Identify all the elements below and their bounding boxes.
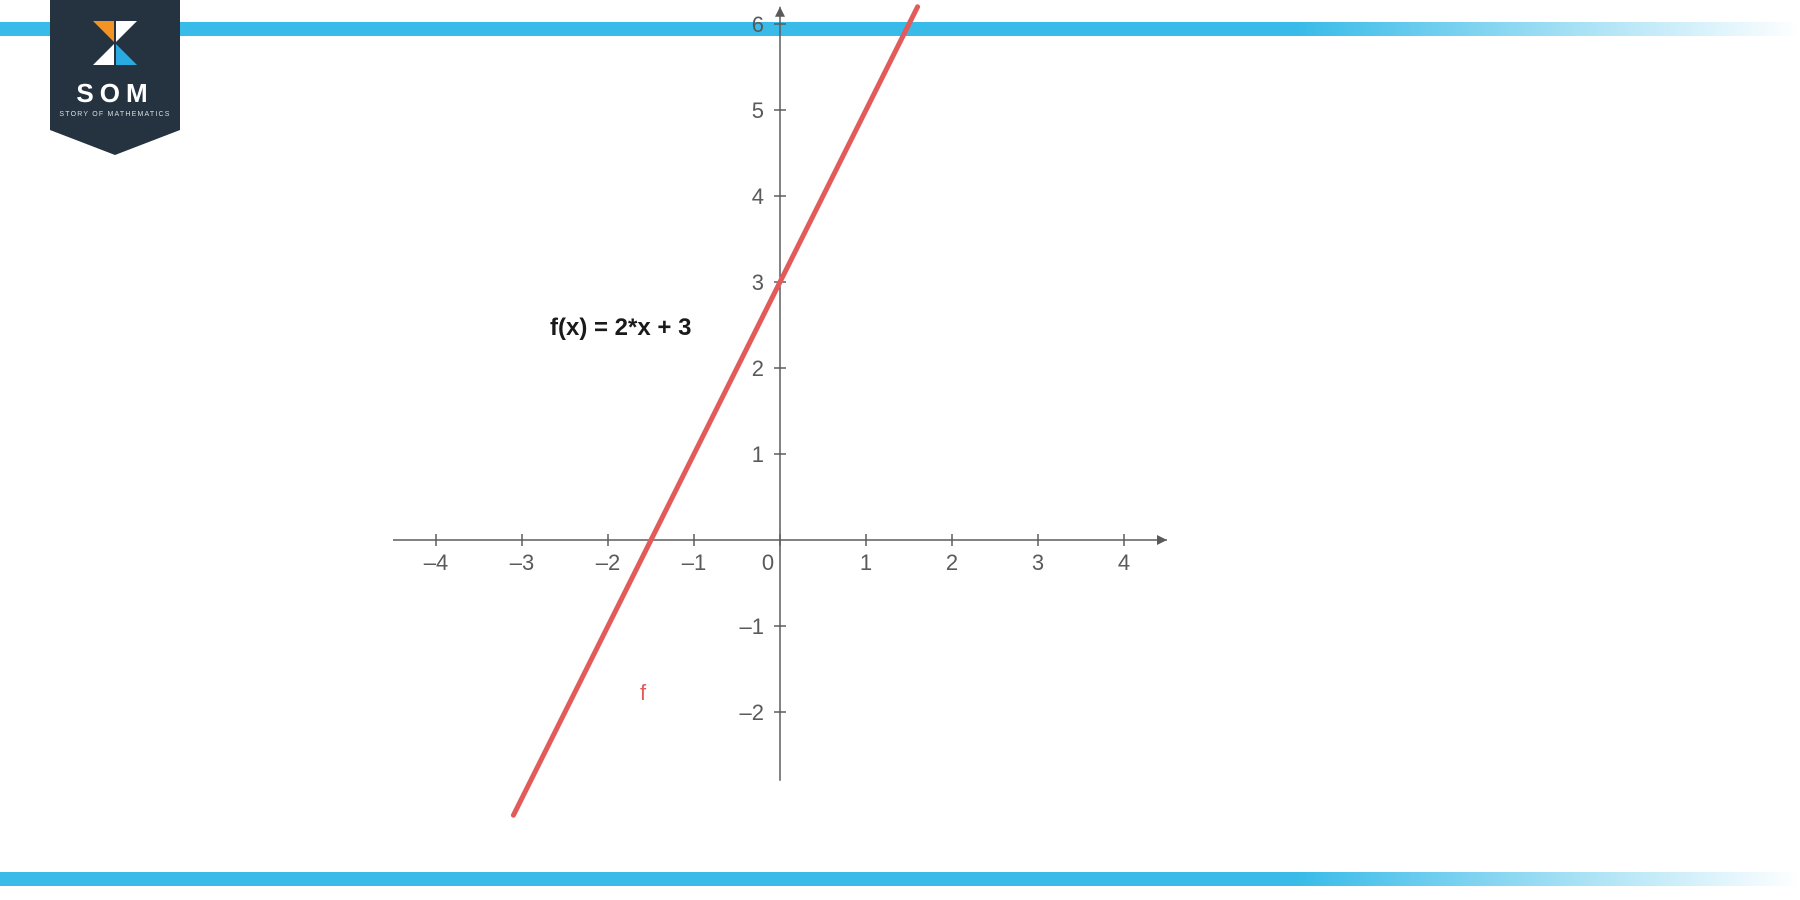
function-tag: f <box>640 680 647 705</box>
svg-text:1: 1 <box>860 550 872 575</box>
svg-text:3: 3 <box>1032 550 1044 575</box>
svg-text:–4: –4 <box>424 550 448 575</box>
svg-text:–1: –1 <box>682 550 706 575</box>
equation-label: f(x) = 2*x + 3 <box>550 314 691 341</box>
svg-text:0: 0 <box>762 550 774 575</box>
brand-badge: SOM STORY OF MATHEMATICS <box>50 0 180 155</box>
svg-text:–2: –2 <box>596 550 620 575</box>
svg-text:1: 1 <box>752 442 764 467</box>
linear-function-chart: –4–3–2–101234 –2–1123456 f(x) = 2*x + 3 … <box>380 0 1180 900</box>
svg-text:4: 4 <box>752 184 764 209</box>
svg-text:–3: –3 <box>510 550 534 575</box>
brand-tagline: STORY OF MATHEMATICS <box>59 111 170 118</box>
svg-text:2: 2 <box>752 356 764 381</box>
brand-logo-icon <box>90 18 140 68</box>
svg-text:5: 5 <box>752 98 764 123</box>
svg-text:2: 2 <box>946 550 958 575</box>
function-line <box>513 7 917 815</box>
svg-text:–2: –2 <box>740 700 764 725</box>
svg-text:4: 4 <box>1118 550 1130 575</box>
svg-text:3: 3 <box>752 270 764 295</box>
brand-name: SOM <box>76 78 153 109</box>
svg-text:–1: –1 <box>740 614 764 639</box>
svg-text:6: 6 <box>752 12 764 37</box>
chart-container: –4–3–2–101234 –2–1123456 f(x) = 2*x + 3 … <box>0 0 1800 900</box>
